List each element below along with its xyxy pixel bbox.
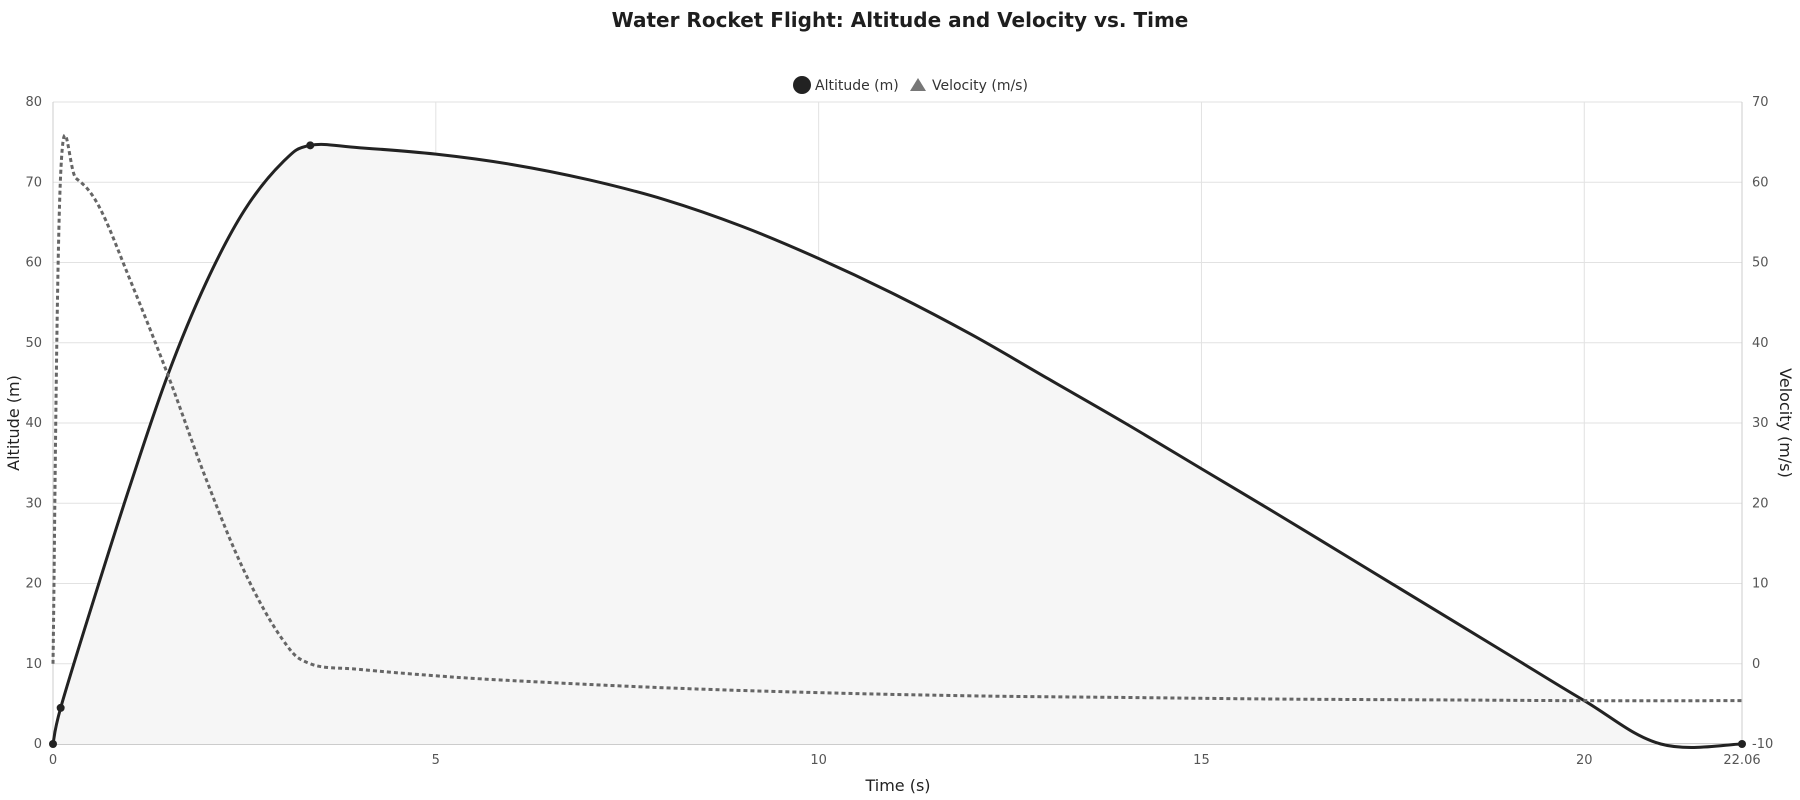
y2-tick-label-6: 50: [1752, 256, 1769, 271]
x-axis-ticks: 0 5 10 15 20 22.06: [49, 753, 1761, 768]
series-1-line: [51, 133, 1743, 703]
y-tick-label-0: 0: [34, 737, 42, 752]
y2-tick-label-5: 40: [1752, 336, 1769, 351]
y-tick-label-7: 70: [25, 175, 42, 190]
y-tick-label-8: 80: [25, 95, 42, 110]
x-tick-label-2: 10: [810, 753, 827, 768]
x-tick-label-3: 15: [1193, 753, 1210, 768]
series-0-area: [53, 144, 1742, 748]
legend: Altitude (m) Velocity (m/s): [793, 76, 1028, 94]
y2-tick-label-0: -10: [1752, 737, 1773, 752]
y2-tick-label-4: 30: [1752, 416, 1769, 431]
y-tick-label-3: 30: [25, 496, 42, 511]
y-tick-label-6: 60: [25, 256, 42, 271]
series-layer: [51, 133, 1743, 749]
series-0-point-0: [49, 740, 57, 748]
series-0-point-1: [56, 703, 65, 712]
y2-tick-label-7: 60: [1752, 175, 1769, 190]
y-axis-label: Altitude (m): [4, 375, 23, 471]
chart-title: Water Rocket Flight: Altitude and Veloci…: [612, 8, 1189, 32]
x-tick-label-0: 0: [49, 753, 57, 768]
x-tick-label-4: 20: [1576, 753, 1593, 768]
series-0-point-2: [306, 141, 315, 150]
y-axis-ticks: 0 10 20 30 40 50 60 70 80: [25, 95, 42, 752]
y2-axis-ticks: -10 0 10 20 30 40 50 60 70: [1752, 95, 1773, 752]
x-tick-label-5: 22.06: [1723, 753, 1760, 768]
y2-tick-label-2: 10: [1752, 577, 1769, 592]
y-tick-label-5: 50: [25, 336, 42, 351]
legend-velocity-label: Velocity (m/s): [932, 78, 1028, 94]
y2-axis-label: Velocity (m/s): [1776, 368, 1795, 478]
y2-tick-label-3: 20: [1752, 496, 1769, 511]
series-0-point-3: [1738, 740, 1746, 748]
y2-tick-label-1: 0: [1752, 657, 1760, 672]
y2-tick-label-8: 70: [1752, 95, 1769, 110]
marker-layer: [49, 141, 1746, 748]
y-tick-label-2: 20: [25, 577, 42, 592]
legend-altitude-circle-icon: [793, 76, 811, 94]
y-tick-label-1: 10: [25, 657, 42, 672]
legend-velocity-triangle-icon: [910, 78, 926, 91]
x-axis-label: Time (s): [864, 776, 930, 795]
y-tick-label-4: 40: [25, 416, 42, 431]
series-0-line: [51, 142, 1743, 749]
area-layer: [53, 144, 1742, 748]
x-tick-label-1: 5: [432, 753, 440, 768]
legend-altitude-label: Altitude (m): [815, 78, 899, 94]
